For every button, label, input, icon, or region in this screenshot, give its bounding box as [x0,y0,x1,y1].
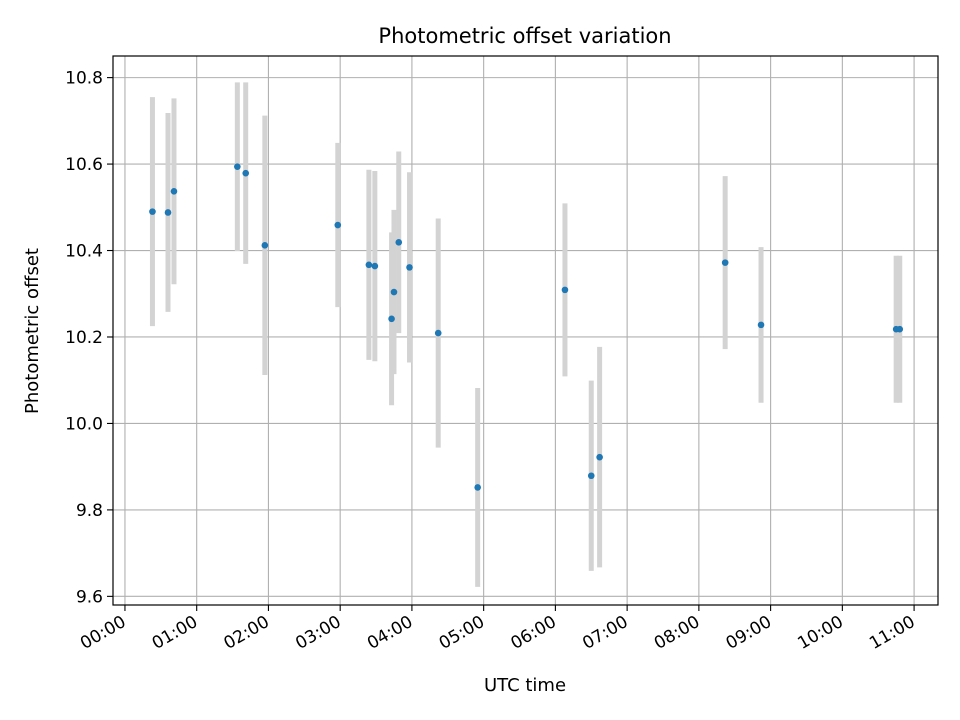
y-tick-label: 10.2 [65,328,103,348]
data-point [170,188,178,195]
y-tick-label: 10.0 [65,414,103,434]
data-point [371,262,379,270]
data-point [388,315,395,323]
plot-area-background [113,56,938,605]
data-point [596,453,603,461]
y-axis-title: Photometric offset [22,248,43,414]
data-point [334,221,342,229]
data-point [365,261,373,269]
data-point [474,484,481,491]
y-tick-label: 10.4 [65,242,103,262]
grid [113,56,938,605]
data-point [390,288,398,296]
y-axis-ticks: 9.6 9.8 10.0 10.2 10.4 10.6 10.8 [65,69,113,607]
data-point [757,321,765,329]
data-point [561,286,569,294]
x-axis-title: UTC time [484,675,566,696]
data-point [261,242,269,249]
data-point [587,472,595,480]
plot-frame [112,55,939,606]
y-tick-label: 10.8 [65,69,103,89]
y-tick-label: 10.6 [65,155,103,175]
data-point [434,329,442,337]
data-point [406,264,413,271]
data-point [234,163,241,170]
y-tick-label: 9.8 [76,501,103,521]
data-points [149,163,904,491]
data-point [896,325,904,333]
data-point [149,208,156,215]
data-point [721,259,729,266]
data-point [242,169,250,177]
data-point [395,239,403,246]
chart-title: Photometric offset variation [378,24,671,48]
y-tick-label: 9.6 [76,587,103,607]
data-point [164,209,172,216]
